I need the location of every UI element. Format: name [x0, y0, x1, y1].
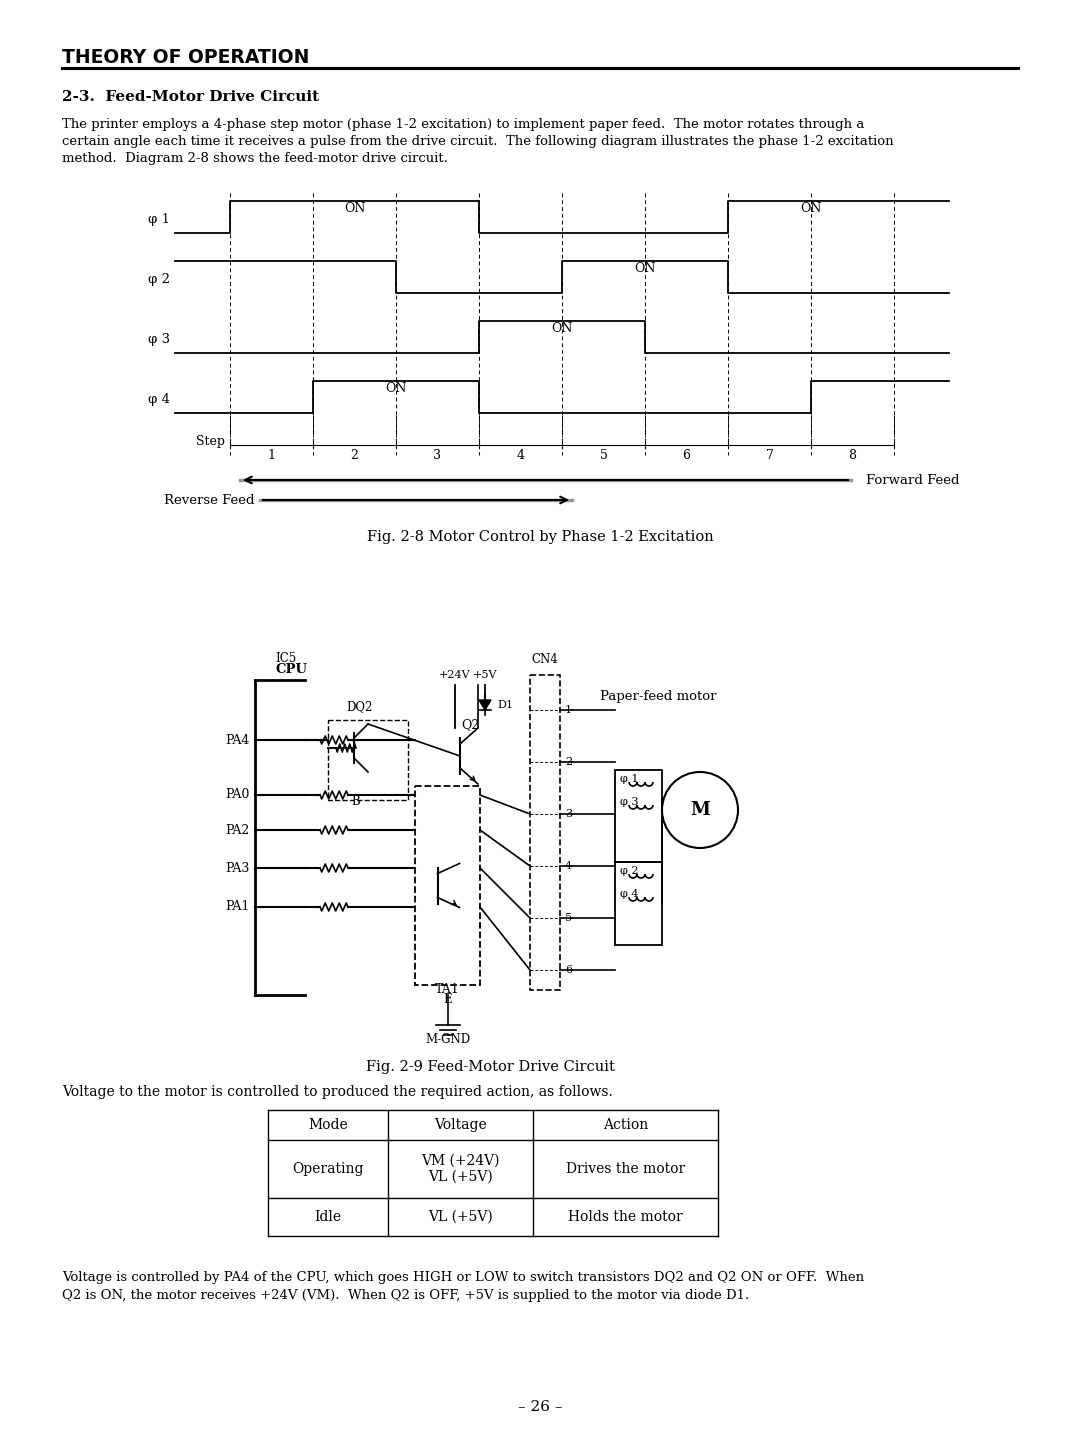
Text: M-GND: M-GND — [424, 1033, 470, 1046]
Text: 3: 3 — [565, 809, 572, 819]
Text: THEORY OF OPERATION: THEORY OF OPERATION — [62, 47, 309, 68]
Text: Step: Step — [195, 435, 225, 448]
Text: Forward Feed: Forward Feed — [866, 473, 959, 486]
Text: Fig. 2-8 Motor Control by Phase 1-2 Excitation: Fig. 2-8 Motor Control by Phase 1-2 Exci… — [366, 530, 714, 544]
Text: The printer employs a 4-phase step motor (phase 1-2 excitation) to implement pap: The printer employs a 4-phase step motor… — [62, 118, 864, 131]
Bar — [530, 675, 561, 990]
Text: Voltage is controlled by PA4 of the CPU, which goes HIGH or LOW to switch transi: Voltage is controlled by PA4 of the CPU,… — [62, 1271, 864, 1284]
Text: 4: 4 — [516, 449, 525, 462]
Text: 2: 2 — [565, 757, 572, 767]
Text: Drives the motor: Drives the motor — [566, 1163, 685, 1176]
Text: 8: 8 — [849, 449, 856, 462]
Text: +24V: +24V — [440, 671, 471, 681]
Text: φ 4: φ 4 — [148, 393, 170, 406]
Text: TA1: TA1 — [435, 983, 460, 996]
Text: 5: 5 — [599, 449, 607, 462]
Bar — [615, 770, 662, 862]
Text: CPU: CPU — [275, 663, 307, 676]
Text: 1: 1 — [268, 449, 275, 462]
Text: PA1: PA1 — [226, 901, 249, 914]
Text: D1: D1 — [497, 699, 513, 709]
Text: Action: Action — [603, 1118, 648, 1132]
Text: 6: 6 — [683, 449, 690, 462]
Text: Fig. 2-9 Feed-Motor Drive Circuit: Fig. 2-9 Feed-Motor Drive Circuit — [365, 1061, 615, 1073]
Text: PA0: PA0 — [226, 789, 249, 802]
Text: certain angle each time it receives a pulse from the drive circuit.  The followi: certain angle each time it receives a pu… — [62, 135, 893, 148]
Text: φ 3: φ 3 — [620, 797, 638, 807]
Text: Mode: Mode — [308, 1118, 348, 1132]
Text: – 26 –: – 26 – — [517, 1400, 563, 1415]
Text: 2-3.  Feed-Motor Drive Circuit: 2-3. Feed-Motor Drive Circuit — [62, 91, 319, 104]
Text: +5V: +5V — [473, 671, 497, 681]
Bar — [615, 862, 662, 945]
Text: CN4: CN4 — [531, 653, 558, 666]
Text: PA2: PA2 — [226, 823, 249, 836]
Text: Paper-feed motor: Paper-feed motor — [600, 689, 716, 704]
Text: φ 4: φ 4 — [620, 889, 638, 899]
Text: Voltage: Voltage — [434, 1118, 487, 1132]
Text: 3: 3 — [433, 449, 442, 462]
Text: Voltage to the motor is controlled to produced the required action, as follows.: Voltage to the motor is controlled to pr… — [62, 1085, 612, 1099]
Text: 1: 1 — [565, 705, 572, 715]
Text: Q2: Q2 — [461, 718, 480, 731]
Text: PA3: PA3 — [226, 862, 249, 875]
Text: ON: ON — [800, 203, 822, 216]
Text: φ 2: φ 2 — [620, 866, 638, 876]
Polygon shape — [480, 699, 491, 709]
Text: Holds the motor: Holds the motor — [568, 1210, 683, 1225]
Text: 7: 7 — [766, 449, 773, 462]
Text: IC5: IC5 — [275, 652, 296, 665]
Text: VM (+24V)
VL (+5V): VM (+24V) VL (+5V) — [421, 1154, 500, 1184]
Text: Q2 is ON, the motor receives +24V (VM).  When Q2 is OFF, +5V is supplied to the : Q2 is ON, the motor receives +24V (VM). … — [62, 1289, 750, 1302]
Text: 5: 5 — [565, 912, 572, 922]
Text: φ 2: φ 2 — [148, 272, 170, 285]
Text: ON: ON — [386, 383, 407, 396]
Text: VL (+5V): VL (+5V) — [428, 1210, 492, 1225]
Text: φ 1: φ 1 — [620, 774, 638, 784]
Text: 2: 2 — [351, 449, 359, 462]
Text: M: M — [690, 802, 710, 819]
Text: E: E — [443, 993, 451, 1006]
Text: ON: ON — [551, 322, 572, 335]
Text: method.  Diagram 2-8 shows the feed-motor drive circuit.: method. Diagram 2-8 shows the feed-motor… — [62, 153, 448, 165]
Text: Reverse Feed: Reverse Feed — [164, 494, 255, 507]
Bar — [415, 786, 480, 986]
Text: ON: ON — [634, 262, 656, 275]
Text: 4: 4 — [565, 861, 572, 871]
Text: B: B — [352, 794, 361, 809]
Text: Idle: Idle — [314, 1210, 341, 1225]
Text: Operating: Operating — [293, 1163, 364, 1176]
Text: 6: 6 — [565, 966, 572, 976]
Text: ON: ON — [343, 203, 365, 216]
Text: PA4: PA4 — [226, 734, 249, 747]
Text: DQ2: DQ2 — [347, 699, 374, 712]
Text: φ 3: φ 3 — [148, 332, 170, 345]
Bar — [328, 720, 408, 800]
Text: φ 1: φ 1 — [148, 213, 170, 226]
